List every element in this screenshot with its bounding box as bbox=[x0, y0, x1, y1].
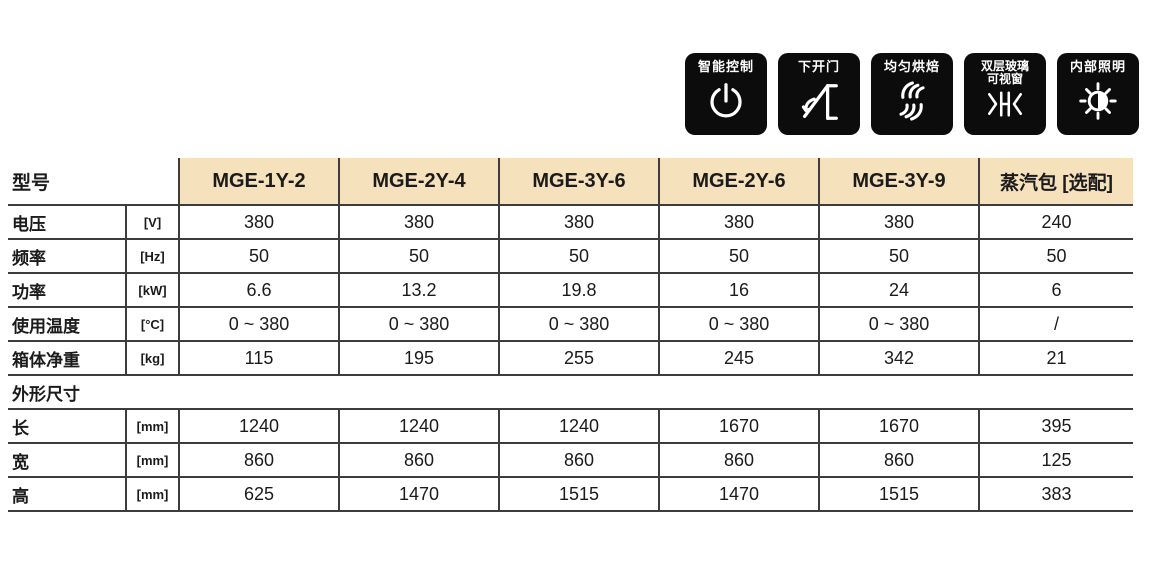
cell: 0 ~ 380 bbox=[178, 308, 338, 342]
cell: 342 bbox=[818, 342, 978, 376]
cell: 380 bbox=[338, 206, 498, 240]
cell: 1670 bbox=[658, 410, 818, 444]
row-label: 功率 bbox=[8, 274, 125, 308]
badge-interior-light: 内部照明 bbox=[1057, 53, 1139, 135]
cell: 1515 bbox=[818, 478, 978, 512]
row-unit: [kW] bbox=[125, 274, 178, 308]
cell: 860 bbox=[498, 444, 658, 478]
cell: 255 bbox=[498, 342, 658, 376]
row-label: 宽 bbox=[8, 444, 125, 478]
cell: 50 bbox=[498, 240, 658, 274]
cell: 860 bbox=[178, 444, 338, 478]
row-label: 电压 bbox=[8, 206, 125, 240]
cell: 1240 bbox=[338, 410, 498, 444]
model-header-steam: 蒸汽包 [选配] bbox=[978, 158, 1133, 206]
cell: 0 ~ 380 bbox=[818, 308, 978, 342]
spec-table: 型号 MGE-1Y-2 MGE-2Y-4 MGE-3Y-6 MGE-2Y-6 M… bbox=[8, 158, 1133, 512]
feature-badges: 智能控制 下开门 均匀烘焙 双层玻璃 可视窗 bbox=[685, 53, 1139, 135]
badge-label: 双层玻璃 bbox=[980, 59, 1029, 73]
badge-even-baking: 均匀烘焙 bbox=[871, 53, 953, 135]
cell: 6 bbox=[978, 274, 1133, 308]
cell: 1670 bbox=[818, 410, 978, 444]
row-label: 频率 bbox=[8, 240, 125, 274]
row-unit: [kg] bbox=[125, 342, 178, 376]
cell: 50 bbox=[978, 240, 1133, 274]
badge-label: 下开门 bbox=[797, 59, 840, 74]
cell: 19.8 bbox=[498, 274, 658, 308]
cell: 0 ~ 380 bbox=[338, 308, 498, 342]
cell: 380 bbox=[658, 206, 818, 240]
badge-drop-down-door: 下开门 bbox=[778, 53, 860, 135]
cell: 21 bbox=[978, 342, 1133, 376]
double-glass-icon bbox=[987, 91, 1023, 117]
badge-label-line2: 可视窗 bbox=[986, 72, 1023, 87]
model-header: MGE-2Y-6 bbox=[658, 158, 818, 206]
cell: 245 bbox=[658, 342, 818, 376]
row-label: 使用温度 bbox=[8, 308, 125, 342]
row-unit: [V] bbox=[125, 206, 178, 240]
cell: 50 bbox=[338, 240, 498, 274]
cell: 625 bbox=[178, 478, 338, 512]
cell: 1470 bbox=[658, 478, 818, 512]
power-icon bbox=[710, 83, 742, 118]
row-label: 箱体净重 bbox=[8, 342, 125, 376]
cell: 13.2 bbox=[338, 274, 498, 308]
cell: 115 bbox=[178, 342, 338, 376]
door-down-icon bbox=[801, 84, 838, 121]
model-header: MGE-1Y-2 bbox=[178, 158, 338, 206]
badge-double-glass-window: 双层玻璃 可视窗 bbox=[964, 53, 1046, 135]
cell: 0 ~ 380 bbox=[498, 308, 658, 342]
cell: 16 bbox=[658, 274, 818, 308]
row-unit: [Hz] bbox=[125, 240, 178, 274]
badge-label: 智能控制 bbox=[697, 59, 754, 74]
badge-smart-control: 智能控制 bbox=[685, 53, 767, 135]
heat-waves-icon bbox=[899, 81, 925, 121]
cell: 1515 bbox=[498, 478, 658, 512]
cell: 125 bbox=[978, 444, 1133, 478]
cell: 383 bbox=[978, 478, 1133, 512]
badge-label: 内部照明 bbox=[1069, 59, 1126, 74]
cell: 860 bbox=[818, 444, 978, 478]
badge-label: 均匀烘焙 bbox=[883, 59, 940, 74]
model-label: 型号 bbox=[8, 158, 178, 206]
cell: 50 bbox=[818, 240, 978, 274]
model-header: MGE-3Y-9 bbox=[818, 158, 978, 206]
cell: 24 bbox=[818, 274, 978, 308]
cell: 860 bbox=[338, 444, 498, 478]
cell: 380 bbox=[498, 206, 658, 240]
cell: 395 bbox=[978, 410, 1133, 444]
cell: 240 bbox=[978, 206, 1133, 240]
row-unit: [mm] bbox=[125, 410, 178, 444]
model-header: MGE-2Y-4 bbox=[338, 158, 498, 206]
cell: / bbox=[978, 308, 1133, 342]
cell: 50 bbox=[658, 240, 818, 274]
row-unit: [mm] bbox=[125, 478, 178, 512]
cell: 1240 bbox=[498, 410, 658, 444]
row-label: 长 bbox=[8, 410, 125, 444]
cell: 0 ~ 380 bbox=[658, 308, 818, 342]
cell: 1470 bbox=[338, 478, 498, 512]
cell: 6.6 bbox=[178, 274, 338, 308]
section-dimensions-label: 外形尺寸 bbox=[8, 376, 1133, 410]
cell: 860 bbox=[658, 444, 818, 478]
cell: 195 bbox=[338, 342, 498, 376]
cell: 380 bbox=[818, 206, 978, 240]
interior-light-icon bbox=[1079, 82, 1117, 120]
cell: 1240 bbox=[178, 410, 338, 444]
row-unit: [mm] bbox=[125, 444, 178, 478]
cell: 380 bbox=[178, 206, 338, 240]
row-unit: [°C] bbox=[125, 308, 178, 342]
row-label: 高 bbox=[8, 478, 125, 512]
cell: 50 bbox=[178, 240, 338, 274]
model-header: MGE-3Y-6 bbox=[498, 158, 658, 206]
